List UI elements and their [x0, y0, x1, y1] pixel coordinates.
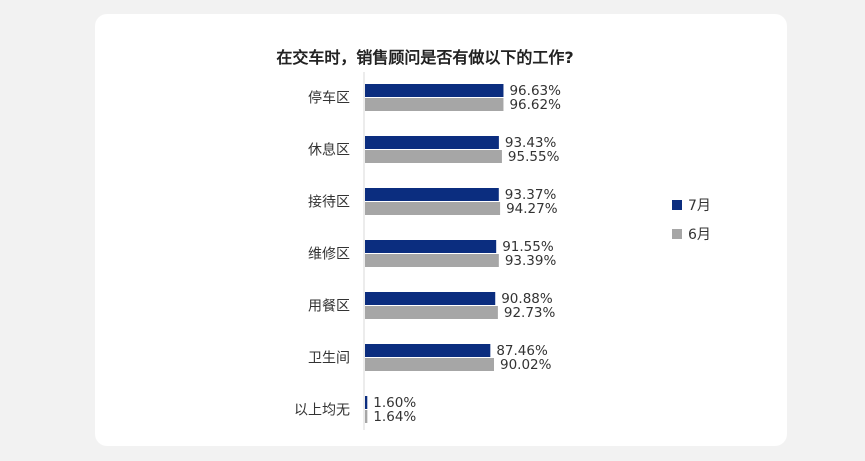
chart-title: 在交车时，销售顾问是否有做以下的工作? [276, 48, 574, 67]
data-label: 96.62% [509, 97, 561, 113]
legend-label: 7月 [688, 198, 711, 214]
bar-june [365, 202, 501, 215]
data-label: 95.55% [508, 149, 560, 165]
data-label: 90.02% [500, 357, 552, 373]
data-label: 91.55% [502, 239, 554, 255]
bar-july [365, 136, 499, 149]
bar-june [365, 98, 504, 111]
legend-swatch [672, 200, 682, 210]
data-label: 93.39% [505, 253, 557, 269]
category-label: 休息区 [308, 142, 350, 159]
data-label: 93.43% [505, 135, 557, 151]
category-label: 以上均无 [294, 403, 350, 419]
data-label: 92.73% [504, 305, 556, 321]
bar-july [365, 188, 499, 201]
data-label: 90.88% [501, 291, 553, 307]
category-label: 用餐区 [308, 299, 350, 315]
data-label: 87.46% [496, 343, 548, 359]
bar-july [365, 292, 496, 305]
data-label: 93.37% [505, 187, 557, 203]
bar-june [365, 306, 498, 319]
bar-july [365, 240, 497, 253]
bar-july [365, 84, 504, 97]
data-label: 1.64% [373, 409, 416, 425]
category-label: 停车区 [308, 90, 350, 107]
legend-swatch [672, 229, 682, 239]
bar-june [365, 254, 499, 267]
data-label: 96.63% [509, 83, 561, 99]
category-label: 接待区 [308, 194, 350, 211]
data-label: 1.60% [373, 395, 416, 411]
bar-july [365, 396, 368, 409]
legend-label: 6月 [688, 227, 711, 243]
bar-july [365, 344, 491, 357]
bar-june [365, 358, 494, 371]
bar-june [365, 410, 368, 423]
category-label: 卫生间 [308, 351, 350, 367]
category-label: 维修区 [308, 247, 350, 263]
bar-june [365, 150, 502, 163]
data-label: 94.27% [506, 201, 558, 217]
